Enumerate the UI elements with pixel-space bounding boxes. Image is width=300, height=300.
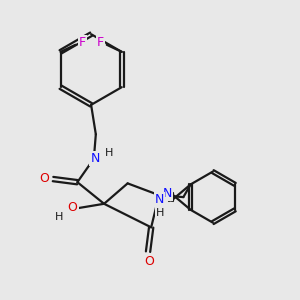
Text: N: N bbox=[90, 152, 100, 165]
Text: O: O bbox=[40, 172, 49, 185]
Text: F: F bbox=[97, 36, 104, 49]
Text: H: H bbox=[55, 212, 64, 222]
Text: N: N bbox=[163, 187, 172, 200]
Text: O: O bbox=[68, 201, 78, 214]
Text: O: O bbox=[144, 255, 154, 268]
Text: N: N bbox=[154, 193, 164, 206]
Text: H: H bbox=[105, 148, 113, 158]
Text: H: H bbox=[156, 208, 164, 218]
Text: F: F bbox=[79, 36, 86, 49]
